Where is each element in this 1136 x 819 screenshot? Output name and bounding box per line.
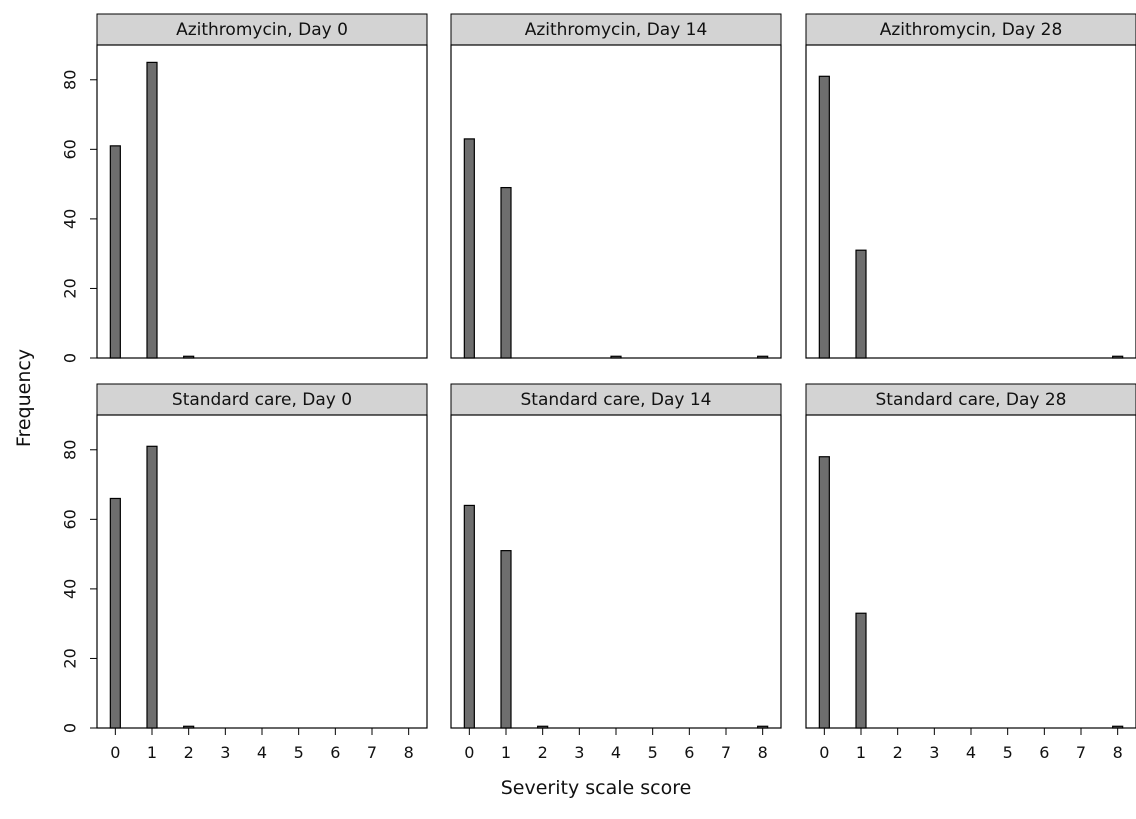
x-tick-label: 5 [648,743,658,762]
x-tick-label: 0 [464,743,474,762]
y-tick-label: 80 [61,70,80,90]
x-tick-label: 3 [220,743,230,762]
panel-title: Standard care, Day 28 [876,390,1067,410]
panel-title: Azithromycin, Day 28 [880,20,1063,40]
x-tick-label: 6 [330,743,340,762]
x-tick-label: 6 [1039,743,1049,762]
panel-title: Azithromycin, Day 0 [176,20,348,40]
y-tick-label: 60 [61,509,80,529]
bar [1112,355,1124,359]
bar [183,355,195,359]
panel-strip [96,383,428,416]
y-tick-label: 40 [61,209,80,229]
panel-strip [450,13,782,46]
x-tick-label: 4 [257,743,267,762]
bar [183,725,195,729]
y-tick-label: 40 [61,579,80,599]
x-axis-title: Severity scale score [501,777,692,799]
x-tick-label: 3 [929,743,939,762]
bar [146,445,158,729]
panel-strip [96,13,428,46]
y-tick-label: 0 [61,353,80,363]
x-tick-label: 4 [966,743,976,762]
x-tick-label: 7 [367,743,377,762]
x-tick-label: 1 [147,743,157,762]
x-tick-label: 2 [538,743,548,762]
bar [109,145,121,359]
bar [537,725,549,729]
x-tick-label: 5 [1003,743,1013,762]
y-tick-label: 20 [61,648,80,668]
x-tick-label: 8 [1113,743,1123,762]
bar [500,550,512,729]
panel-title: Azithromycin, Day 14 [525,20,708,40]
x-tick-label: 0 [819,743,829,762]
x-tick-label: 7 [721,743,731,762]
bar [463,504,475,729]
bar [463,138,475,359]
x-tick-label: 8 [404,743,414,762]
y-tick-label: 0 [61,723,80,733]
y-tick-label: 80 [61,440,80,460]
x-tick-label: 0 [110,743,120,762]
bar [500,186,512,359]
bar [855,612,867,729]
y-tick-label: 20 [61,278,80,298]
panel-frame [805,44,1136,359]
x-tick-label: 4 [611,743,621,762]
x-tick-label: 2 [184,743,194,762]
panel-strip [805,383,1136,416]
y-axis-title: Frequency [13,349,35,447]
bar [757,725,769,729]
bar [855,249,867,359]
bar [818,75,830,359]
x-tick-label: 8 [758,743,768,762]
x-tick-label: 2 [893,743,903,762]
y-tick-label: 60 [61,139,80,159]
bar [146,61,158,359]
bar [610,355,622,359]
panel-title: Standard care, Day 0 [172,390,352,410]
x-tick-label: 5 [294,743,304,762]
bar [757,355,769,359]
panel-title: Standard care, Day 14 [521,390,712,410]
bar [109,497,121,729]
x-tick-label: 1 [856,743,866,762]
x-tick-label: 6 [684,743,694,762]
x-tick-label: 1 [501,743,511,762]
x-tick-label: 3 [574,743,584,762]
x-tick-label: 7 [1076,743,1086,762]
panel-frame [96,44,428,359]
bar [1112,725,1124,729]
bar [818,456,830,729]
